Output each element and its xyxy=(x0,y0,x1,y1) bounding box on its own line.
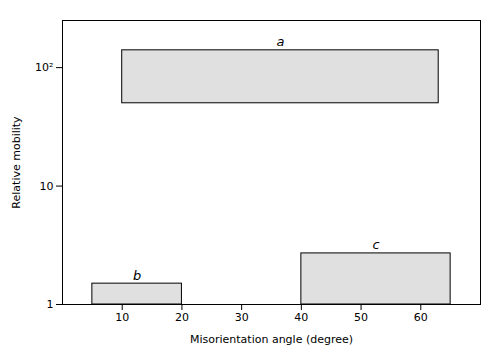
svg-text:40: 40 xyxy=(294,311,308,324)
svg-text:b: b xyxy=(133,268,141,283)
svg-text:20: 20 xyxy=(175,311,189,324)
svg-text:30: 30 xyxy=(235,311,249,324)
svg-text:c: c xyxy=(372,237,379,252)
svg-text:10: 10 xyxy=(40,180,54,193)
svg-text:50: 50 xyxy=(354,311,368,324)
svg-text:1: 1 xyxy=(47,298,54,311)
svg-text:10²: 10² xyxy=(35,61,53,74)
svg-text:a: a xyxy=(276,34,284,49)
svg-text:Misorientation angle (degree): Misorientation angle (degree) xyxy=(190,333,353,346)
svg-text:60: 60 xyxy=(414,311,428,324)
svg-text:Relative mobility: Relative mobility xyxy=(10,116,23,209)
svg-text:10: 10 xyxy=(115,311,129,324)
